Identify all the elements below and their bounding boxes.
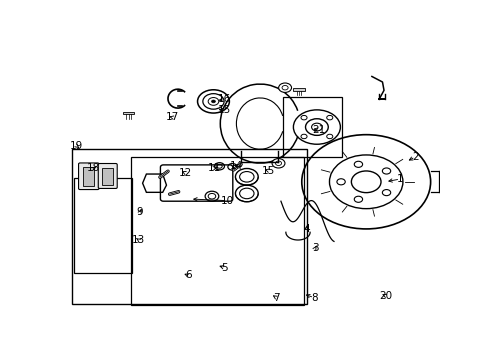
Bar [83,167,94,186]
Bar [282,97,341,157]
Bar [293,89,304,91]
Text: 16: 16 [218,94,231,104]
Circle shape [271,158,285,168]
Circle shape [278,83,291,93]
Text: 11: 11 [207,163,221,173]
Bar [122,112,134,114]
Bar [72,149,307,304]
Text: 17: 17 [166,112,179,122]
Bar [102,168,113,185]
Text: 5: 5 [221,263,228,273]
Bar [74,177,132,273]
Text: 4: 4 [303,224,309,234]
Text: 6: 6 [184,270,191,280]
Text: 10: 10 [220,195,233,206]
Text: 14: 14 [229,161,243,171]
Text: 20: 20 [379,291,392,301]
Text: 9: 9 [136,207,143,217]
FancyBboxPatch shape [98,163,117,188]
Text: 15: 15 [218,105,231,115]
Text: 18: 18 [86,163,100,174]
Text: 19: 19 [69,141,83,151]
Text: 8: 8 [310,293,317,303]
Text: 2: 2 [411,152,418,162]
Text: 7: 7 [272,293,279,303]
FancyBboxPatch shape [79,163,99,190]
Text: 15: 15 [262,166,275,176]
Text: 12: 12 [179,168,192,178]
Text: 21: 21 [311,125,325,135]
Text: 1: 1 [396,174,403,184]
Text: 13: 13 [132,235,145,245]
Circle shape [211,100,215,103]
Text: 3: 3 [311,243,318,253]
Bar [131,157,303,305]
